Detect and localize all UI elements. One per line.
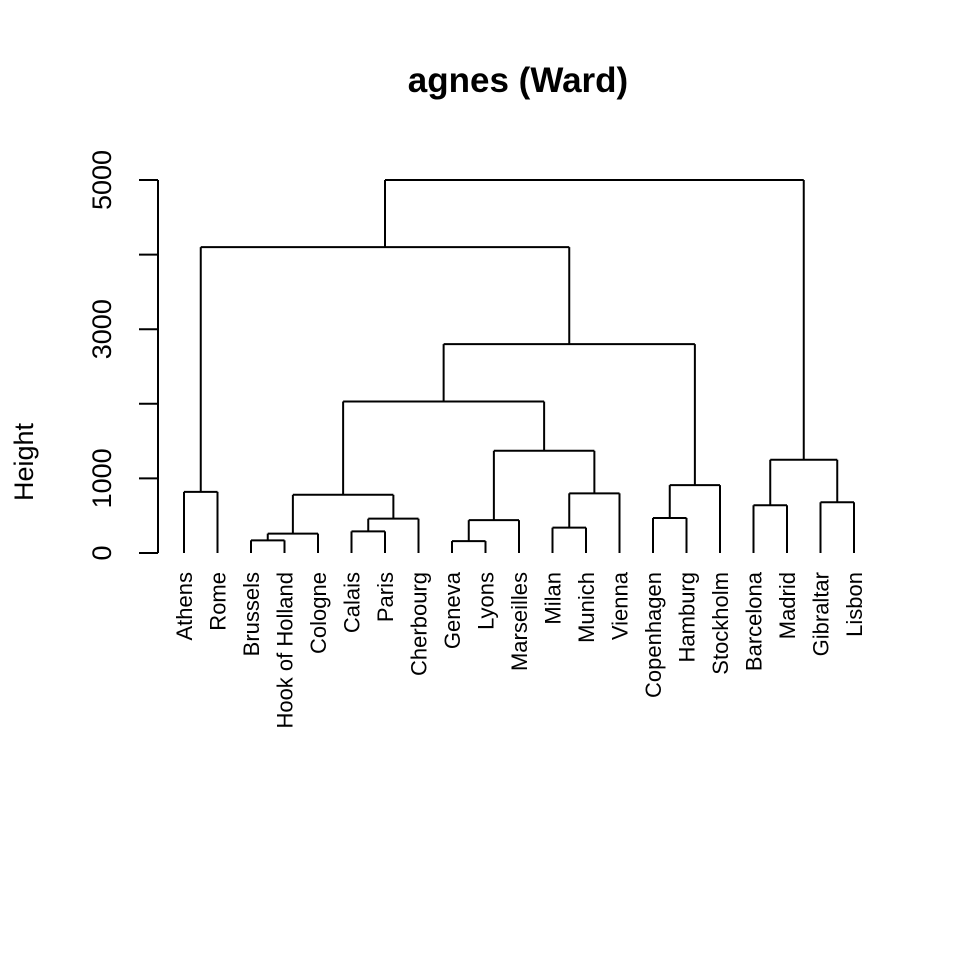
y-tick-label-1000: 1000 <box>87 448 117 508</box>
dendrogram-segments <box>183 179 855 553</box>
leaf-label: Gibraltar <box>809 572 834 656</box>
leaf-label: Geneva <box>440 571 465 649</box>
y-axis-ticks: 0 1000 3000 5000 <box>87 150 158 561</box>
leaf-label: Lisbon <box>842 572 867 637</box>
leaf-label: Paris <box>373 572 398 622</box>
leaf-label: Brussels <box>239 572 264 656</box>
y-tick-label-5000: 5000 <box>87 150 117 210</box>
leaf-label: Cologne <box>306 572 331 654</box>
leaf-labels: Athens Rome Brussels Hook of Holland Cologne… <box>172 571 867 728</box>
chart-title: agnes (Ward) <box>408 61 628 100</box>
leaf-label: Hook of Holland <box>273 572 298 729</box>
leaf-label: Copenhagen <box>641 572 666 698</box>
leaf-label: Barcelona <box>742 571 767 671</box>
leaf-label: Vienna <box>608 571 633 640</box>
leaf-label: Milan <box>541 572 566 625</box>
leaf-label: Stockholm <box>708 572 733 675</box>
leaf-label: Calais <box>340 572 365 633</box>
y-tick-label-0: 0 <box>87 545 117 560</box>
y-tick-label-3000: 3000 <box>87 299 117 359</box>
leaf-label: Munich <box>574 572 599 643</box>
leaf-label: Marseilles <box>507 572 532 671</box>
leaf-label: Hamburg <box>675 572 700 662</box>
leaf-label: Athens <box>172 572 197 641</box>
leaf-label: Lyons <box>474 572 499 630</box>
leaf-label: Madrid <box>775 572 800 639</box>
leaf-label: Rome <box>206 572 231 631</box>
y-axis-label: Height <box>9 422 39 501</box>
leaf-label: Cherbourg <box>407 572 432 676</box>
